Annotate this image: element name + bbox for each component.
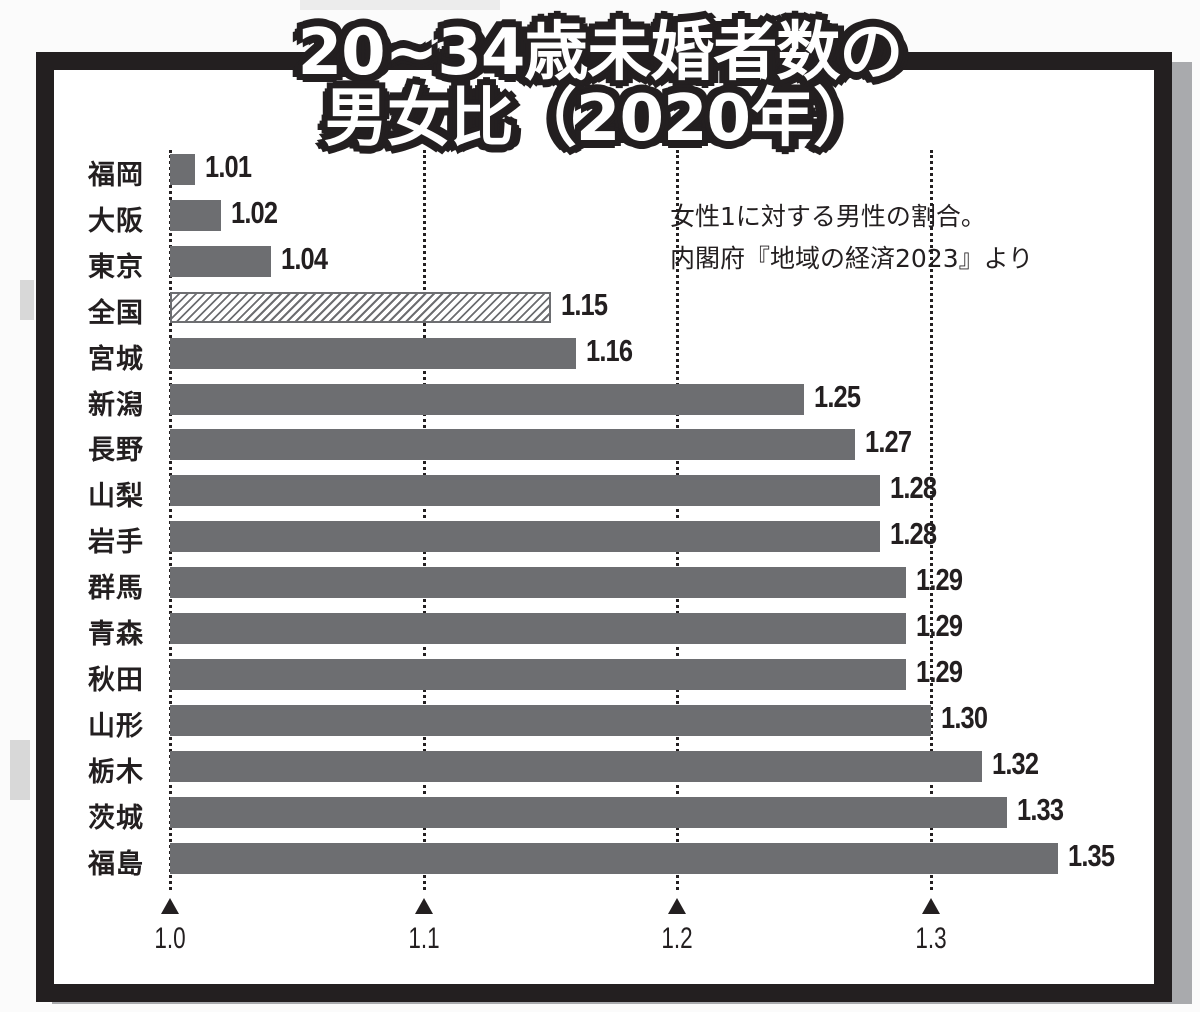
title-line-1: 20~34歳未婚者数の <box>297 16 904 90</box>
category-label: 東京 <box>88 251 144 283</box>
triangle-up-icon <box>922 898 941 914</box>
tick-label: 1.2 <box>661 922 694 955</box>
note-line-2: 内閣府『地域の経済2023』より <box>670 244 1034 273</box>
category-label: 群馬 <box>88 573 144 605</box>
texture-speck <box>20 280 34 320</box>
tick-label: 1.1 <box>408 922 440 955</box>
value-label: 1.30 <box>941 699 988 735</box>
bar-row: 宮城 1.16 <box>0 332 1200 378</box>
gridline <box>930 150 934 890</box>
category-label: 福岡 <box>88 160 144 191</box>
category-label: 長野 <box>88 435 144 467</box>
bar-row: 全国 1.15 <box>0 286 1200 332</box>
chart-note: 女性1に対する男性の割合。 内閣府『地域の経済2023』より <box>670 196 1033 280</box>
value-label: 1.32 <box>991 745 1039 781</box>
bar-row: 大阪 1.02 <box>0 194 1200 240</box>
value-label: 1.28 <box>890 516 937 552</box>
triangle-up-icon <box>414 898 433 914</box>
bar <box>170 521 881 553</box>
bar <box>170 842 1058 874</box>
tick-label: 1.3 <box>915 922 947 955</box>
category-label: 福島 <box>88 848 144 880</box>
texture-speck <box>300 0 500 10</box>
value-label: 1.33 <box>1017 791 1064 827</box>
bar-row: 栃木 1.32 <box>0 745 1200 791</box>
value-label: 1.04 <box>281 240 328 276</box>
bar-row: 青森 1.29 <box>0 607 1200 653</box>
bar-row: 岩手 1.28 <box>0 515 1200 561</box>
value-label: 1.29 <box>915 562 963 598</box>
chart-title: 20~34歳未婚者数の 男女比（2020年） <box>210 20 990 152</box>
bar-row: 茨城 1.33 <box>0 791 1200 837</box>
value-label: 1.27 <box>864 424 912 460</box>
bar <box>170 658 906 690</box>
triangle-up-icon <box>161 898 179 914</box>
gridline <box>169 150 172 890</box>
category-label: 山梨 <box>88 481 144 513</box>
bar-row: 福島 1.35 <box>0 837 1200 883</box>
bar <box>170 429 855 461</box>
value-label: 1.29 <box>915 653 963 689</box>
bar-row: 山梨 1.28 <box>0 469 1200 515</box>
texture-speck <box>10 740 30 800</box>
bar-row: 東京 1.04 <box>0 240 1200 286</box>
value-label: 1.01 <box>205 149 252 184</box>
gridline <box>676 150 680 890</box>
bar <box>170 567 906 599</box>
category-label: 山形 <box>88 710 144 742</box>
tick-label: 1.0 <box>154 922 186 955</box>
category-label: 岩手 <box>88 527 144 559</box>
bar-row: 群馬 1.29 <box>0 561 1200 607</box>
value-label: 1.25 <box>814 378 861 414</box>
category-label: 新潟 <box>88 389 144 421</box>
value-label: 1.29 <box>915 608 963 643</box>
bar-row: 新潟 1.25 <box>0 378 1200 424</box>
bar <box>170 245 272 277</box>
category-label: 栃木 <box>88 756 144 788</box>
category-label: 秋田 <box>88 664 144 696</box>
bar-row: 山形 1.30 <box>0 699 1200 745</box>
bar-row: 福岡 1.01 <box>0 148 1200 194</box>
bar <box>170 750 982 782</box>
bar-row: 長野 1.27 <box>0 423 1200 469</box>
category-label: 青森 <box>88 619 144 650</box>
bar <box>170 475 881 507</box>
bar-row: 秋田 1.29 <box>0 653 1200 699</box>
triangle-up-icon <box>668 898 687 914</box>
category-label: 全国 <box>88 297 144 329</box>
gridline <box>422 150 426 890</box>
bar <box>170 704 932 736</box>
value-label: 1.15 <box>560 286 608 322</box>
bar <box>170 796 1008 828</box>
bar <box>170 291 551 323</box>
bar <box>170 383 805 415</box>
title-line-2: 男女比（2020年） <box>323 82 877 156</box>
value-label: 1.16 <box>585 332 633 368</box>
category-label: 茨城 <box>88 802 144 834</box>
value-label: 1.02 <box>230 194 278 230</box>
note-line-1: 女性1に対する男性の割合。 <box>670 202 986 231</box>
category-label: 宮城 <box>88 343 144 375</box>
value-label: 1.35 <box>1067 837 1115 873</box>
value-label: 1.28 <box>890 470 937 506</box>
bar <box>170 337 576 369</box>
bar <box>170 154 196 185</box>
bar <box>170 199 221 231</box>
category-label: 大阪 <box>88 205 144 237</box>
bar <box>170 613 906 644</box>
